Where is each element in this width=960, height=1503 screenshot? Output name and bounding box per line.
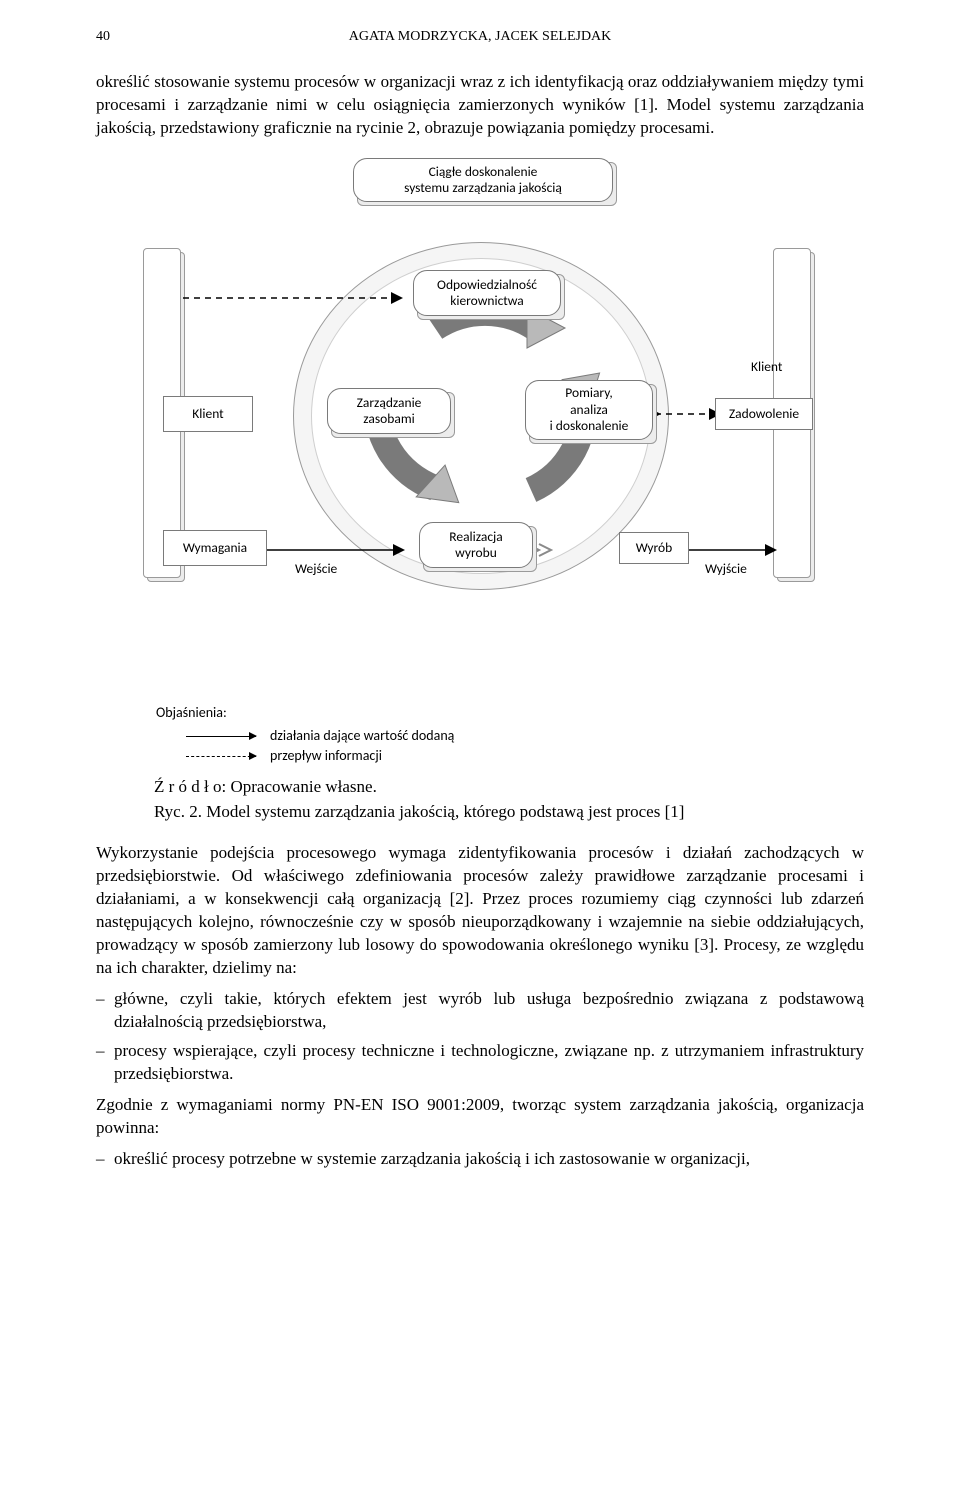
- node-product: Wyrób: [619, 532, 689, 564]
- list-process-types: główne, czyli takie, których efektem jes…: [96, 988, 864, 1086]
- node-client-left: Klient: [163, 396, 253, 432]
- legend-dashed-line-icon: [186, 756, 256, 757]
- label-output: Wyjście: [705, 560, 747, 578]
- node-management-responsibility: Odpowiedzialnośćkierownictwa: [413, 270, 561, 316]
- figure-source: Ź r ó d ł o: Opracowanie własne.: [154, 776, 864, 799]
- node-satisfaction: Zadowolenie: [715, 398, 813, 430]
- node-measurement: Pomiary,analizai doskonalenie: [525, 380, 653, 440]
- label-input: Wejście: [295, 560, 337, 578]
- legend-solid-line-icon: [186, 736, 256, 737]
- label-client-right: Klient: [751, 358, 782, 376]
- node-continuous-improvement: Ciągłe doskonaleniesystemu zarządzania j…: [353, 158, 613, 202]
- legend-title: Objaśnienia:: [156, 704, 864, 723]
- list-item: główne, czyli takie, których efektem jes…: [96, 988, 864, 1034]
- authors: AGATA MODRZYCKA, JACEK SELEJDAK: [349, 28, 612, 47]
- node-resource-management: Zarządzaniezasobami: [327, 388, 451, 434]
- list-item: procesy wspierające, czyli procesy techn…: [96, 1040, 864, 1086]
- diagram-qms-model: Ciągłe doskonaleniesystemu zarządzania j…: [135, 158, 825, 698]
- diagram-legend: Objaśnienia: działania dające wartość do…: [186, 704, 864, 767]
- node-product-realization: Realizacjawyrobu: [419, 522, 533, 568]
- legend-dashed-text: przepływ informacji: [270, 747, 382, 766]
- list-item: określić procesy potrzebne w systemie za…: [96, 1148, 864, 1171]
- page-number: 40: [96, 28, 110, 47]
- paragraph-2: Wykorzystanie podejścia procesowego wyma…: [96, 842, 864, 980]
- legend-solid-text: działania dające wartość dodaną: [270, 727, 454, 746]
- page-header: 40 AGATA MODRZYCKA, JACEK SELEJDAK: [96, 28, 864, 47]
- figure-caption: Ryc. 2. Model systemu zarządzania jakośc…: [154, 801, 864, 824]
- paragraph-3: Zgodnie z wymaganiami normy PN-EN ISO 90…: [96, 1094, 864, 1140]
- paragraph-1: określić stosowanie systemu procesów w o…: [96, 71, 864, 140]
- node-requirements: Wymagania: [163, 530, 267, 566]
- list-iso-requirements: określić procesy potrzebne w systemie za…: [96, 1148, 864, 1171]
